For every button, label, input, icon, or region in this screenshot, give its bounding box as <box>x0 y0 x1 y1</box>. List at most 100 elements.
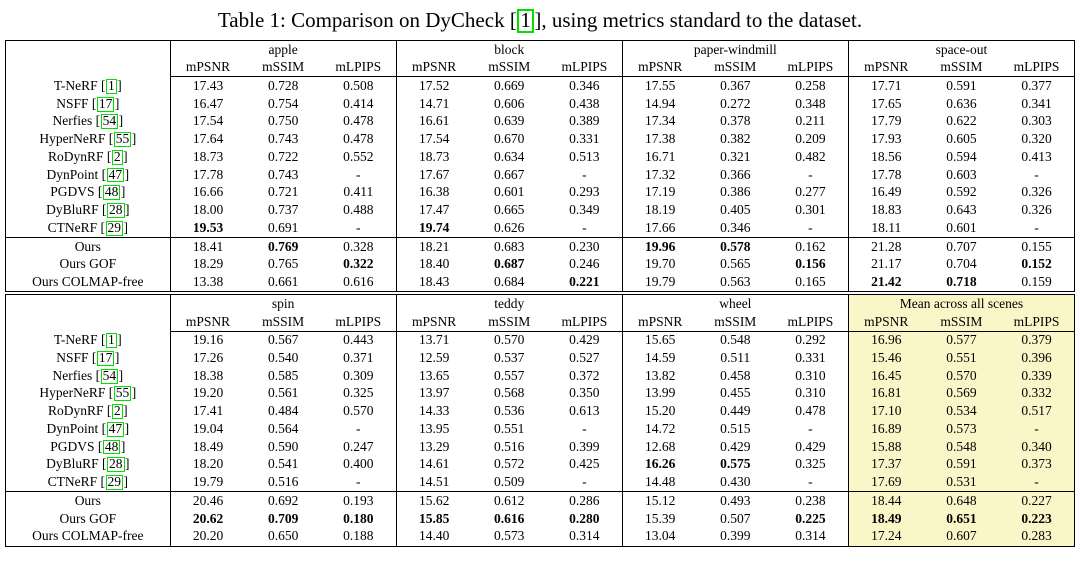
value-cell: 13.97 <box>395 384 472 403</box>
value-cell: 0.578 <box>697 237 773 256</box>
value-cell: 0.371 <box>343 349 374 365</box>
citation-link[interactable]: 1 <box>106 332 117 348</box>
comparison-table-wrap: apple block paper-windmill space-out mPSNR mS… <box>5 40 1075 547</box>
metric-header: mSSIM <box>923 313 1000 332</box>
metric-header: mPSNR <box>847 313 924 332</box>
method-cell: RoDynRF [2] <box>47 148 128 165</box>
citation-link[interactable]: 1 <box>517 9 534 33</box>
metric-header: mLPIPS <box>999 313 1075 332</box>
metric-header: mLPIPS <box>773 313 849 332</box>
value-cell: 17.64 <box>169 130 246 149</box>
value-cell: 0.484 <box>267 403 299 419</box>
value-cell: 17.69 <box>847 473 924 492</box>
value-cell: 0.552 <box>343 148 374 164</box>
value-cell: 0.346 <box>720 219 751 235</box>
value-cell: 0.322 <box>343 256 374 272</box>
citation-link[interactable]: 55 <box>113 131 132 147</box>
value-cell: 0.230 <box>546 237 623 256</box>
value-cell: 13.82 <box>621 367 698 385</box>
table-bottom-ours: Ours 20.46 0.692 0.193 15.62 0.612 0.286 15.12 0… <box>5 491 1075 547</box>
citation-link[interactable]: 54 <box>100 367 119 384</box>
value-cell: 0.292 <box>795 332 826 348</box>
citation-link[interactable]: 54 <box>100 113 119 130</box>
value-cell: 0.221 <box>569 274 600 290</box>
citation-link[interactable]: 1 <box>106 77 117 94</box>
value-cell: 0.669 <box>494 77 525 93</box>
value-cell: 0.573 <box>923 420 1000 439</box>
value-cell: 0.606 <box>494 95 525 111</box>
value-cell: 12.59 <box>395 349 472 368</box>
value-cell: 17.43 <box>169 76 246 96</box>
method-cell: DyBluRF [28] <box>46 202 130 218</box>
value-cell: 0.718 <box>946 274 977 290</box>
value-cell: 14.71 <box>395 95 472 113</box>
value-cell: 0.743 <box>267 131 299 147</box>
value-cell: 15.39 <box>621 510 698 528</box>
citation-link[interactable]: 28 <box>107 456 125 473</box>
value-cell: 18.21 <box>395 237 472 256</box>
value-cell: 0.622 <box>946 113 977 129</box>
table-row: Ours COLMAP-free 13.38 0.661 0.616 18.43 0.68… <box>6 273 1075 292</box>
value-cell: 0.309 <box>343 367 374 383</box>
value-cell: 0.348 <box>795 95 826 111</box>
value-cell: 0.754 <box>267 95 299 111</box>
value-cell: 0.455 <box>720 385 751 401</box>
value-cell: 17.26 <box>169 349 246 368</box>
scene-header: block <box>395 40 623 59</box>
value-cell: 21.42 <box>847 273 924 292</box>
value-cell: 0.612 <box>471 491 547 511</box>
scene-header: paper-windmill <box>621 40 849 59</box>
value-cell: - <box>808 420 813 436</box>
citation-link[interactable]: 2 <box>111 148 123 165</box>
value-cell: 0.572 <box>494 456 525 472</box>
value-cell: 0.548 <box>923 438 1000 456</box>
method-cell: CTNeRF [29] <box>47 474 128 490</box>
value-cell: 0.709 <box>267 510 299 526</box>
citation-link[interactable]: 17 <box>96 95 115 112</box>
table-bottom-baselines: T-NeRF [1] 19.16 0.567 0.443 13.71 0.570 0.429… <box>6 331 1075 492</box>
value-cell: 0.551 <box>494 420 525 436</box>
citation-link[interactable]: 47 <box>106 166 125 183</box>
method-cell: Nerfies [54] <box>52 113 124 130</box>
value-cell: 0.648 <box>923 491 1000 511</box>
citation-link[interactable]: 55 <box>113 385 132 402</box>
citation-link[interactable]: 2 <box>111 403 123 419</box>
value-cell: - <box>999 473 1075 492</box>
table-top-baselines: T-NeRF [1] 17.43 0.728 0.508 17.52 0.669 0.346… <box>6 76 1075 238</box>
method-cell: NSFF [17] <box>56 95 120 112</box>
scene-header-row: apple block paper-windmill space-out <box>6 40 1075 59</box>
table-row: CTNeRF [29] 19.53 0.691 - 19.74 0.626 - 17.66 0.… <box>6 219 1075 238</box>
value-cell: 0.227 <box>999 491 1075 511</box>
citation-link[interactable]: 48 <box>102 184 121 201</box>
metric-header: mSSIM <box>245 58 321 78</box>
value-cell: 16.38 <box>395 183 472 202</box>
value-cell: 0.400 <box>343 456 374 472</box>
value-cell: 0.159 <box>1021 274 1052 290</box>
value-cell: 17.24 <box>847 527 924 547</box>
value-cell: 14.59 <box>621 349 698 368</box>
value-cell: 0.399 <box>720 528 751 544</box>
table-row: HyperNeRF [55] 17.64 0.743 0.478 17.54 0.670 0… <box>6 130 1075 149</box>
value-cell: 0.413 <box>1021 148 1052 164</box>
value-cell: 0.541 <box>267 456 299 472</box>
method-cell: Ours <box>5 237 171 256</box>
value-cell: 0.382 <box>720 131 751 147</box>
table-row: DynPoint [47] 17.78 0.743 - 17.67 0.667 - 17.32… <box>6 166 1075 184</box>
citation-link[interactable]: 48 <box>102 438 121 455</box>
value-cell: 0.326 <box>1021 184 1052 200</box>
value-cell: - <box>582 219 587 235</box>
citation-link[interactable]: 47 <box>106 420 125 437</box>
metric-header-row: mPSNR mSSIM mLPIPS mPSNR mSSIM mLPIPS mPSNR mSS… <box>6 313 1075 332</box>
metric-header: mPSNR <box>395 58 472 78</box>
metric-header: mSSIM <box>471 58 547 78</box>
value-cell: 0.283 <box>999 527 1075 547</box>
citation-link[interactable]: 29 <box>105 219 123 236</box>
citation-link[interactable]: 28 <box>107 202 125 218</box>
table-row: DynPoint [47] 19.04 0.564 - 13.95 0.551 - 14.72… <box>6 420 1075 439</box>
citation-link[interactable]: 17 <box>96 349 115 366</box>
value-cell: 18.56 <box>847 148 924 167</box>
value-cell: 17.54 <box>169 112 246 131</box>
citation-link[interactable]: 29 <box>105 474 123 490</box>
value-cell: 0.509 <box>494 474 525 490</box>
value-cell: 0.377 <box>1021 77 1052 93</box>
